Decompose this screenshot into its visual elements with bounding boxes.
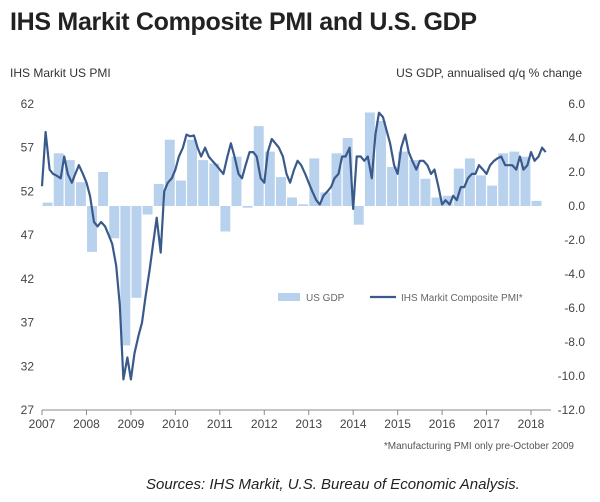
gdp-bar [109, 206, 120, 239]
gdp-bar [264, 151, 275, 206]
chart-title: IHS Markit Composite PMI and U.S. GDP [10, 8, 477, 36]
gdp-bar [209, 163, 220, 206]
gdp-bar [509, 151, 520, 206]
x-tick-label: 2008 [73, 417, 100, 431]
left-tick-label: 37 [21, 316, 35, 330]
gdp-bar [164, 139, 175, 206]
right-tick-label: 6.0 [568, 97, 585, 111]
x-tick-label: 2016 [429, 417, 456, 431]
right-tick-label: 0.0 [568, 199, 585, 213]
gdp-bar [153, 183, 164, 206]
gdp-bar [120, 206, 131, 346]
gdp-bar [342, 138, 353, 206]
gdp-bar [287, 197, 298, 206]
gdp-bar [220, 206, 231, 232]
x-tick-label: 2018 [518, 417, 545, 431]
gdp-bar [476, 175, 486, 206]
left-tick-label: 32 [21, 359, 35, 373]
gdp-bar [275, 177, 286, 206]
gdp-bar [242, 206, 253, 208]
right-tick-label: 2.0 [568, 165, 585, 179]
right-tick-label: -12.0 [558, 403, 586, 417]
x-tick-label: 2017 [473, 417, 500, 431]
gdp-bar [142, 206, 153, 215]
pmi-line [40, 111, 547, 381]
legend-label-pmi: IHS Markit Composite PMI* [401, 293, 523, 304]
gdp-bar [198, 160, 209, 206]
gdp-bar [409, 160, 420, 206]
gdp-bar [42, 202, 53, 206]
gdp-bar [353, 206, 364, 225]
left-tick-label: 52 [21, 184, 35, 198]
x-tick-label: 2012 [251, 417, 278, 431]
x-tick-label: 2015 [384, 417, 411, 431]
gdp-bar [175, 180, 186, 206]
right-tick-label: -10.0 [558, 369, 586, 383]
gdp-bar [320, 192, 331, 206]
gdp-bar [531, 200, 542, 206]
gdp-bar [98, 172, 109, 206]
footnote: *Manufacturing PMI only pre-October 2009 [383, 441, 574, 452]
left-tick-label: 62 [21, 97, 35, 111]
gdp-bar [420, 178, 431, 206]
left-tick-label: 57 [21, 141, 35, 155]
right-tick-label: -4.0 [564, 267, 585, 281]
right-tick-label: -6.0 [564, 301, 585, 315]
left-tick-label: 27 [21, 403, 35, 417]
gdp-bar [75, 182, 86, 206]
gdp-bar [398, 151, 409, 206]
gdp-bar [498, 153, 509, 206]
gdp-bar [453, 168, 464, 206]
gdp-bar [298, 204, 309, 206]
left-tick-label: 47 [21, 228, 35, 242]
gdp-bar [376, 121, 386, 206]
gdp-bar [520, 156, 531, 206]
gdp-bar [64, 160, 75, 206]
right-tick-label: 4.0 [568, 131, 585, 145]
gdp-bar [131, 206, 142, 298]
gdp-bar [331, 153, 342, 206]
gdp-bar [187, 139, 197, 206]
gdp-bar [87, 206, 97, 252]
gdp-bar [487, 185, 498, 206]
x-tick-label: 2011 [207, 417, 233, 431]
gdp-bar [231, 156, 242, 206]
x-tick-label: 2014 [340, 417, 367, 431]
gdp-bar [387, 166, 398, 206]
right-tick-label: -8.0 [564, 335, 585, 349]
legend-swatch-gdp [278, 293, 300, 301]
legend-label-gdp: US GDP [306, 293, 345, 304]
left-tick-label: 42 [21, 272, 35, 286]
gdp-bar [464, 158, 475, 206]
gdp-bar [309, 158, 320, 206]
right-axis-title: US GDP, annualised q/q % change [396, 66, 582, 80]
x-tick-label: 2013 [295, 417, 322, 431]
gdp-bar [431, 197, 442, 206]
left-axis-title: IHS Markit US PMI [10, 66, 111, 80]
gdp-bar [364, 112, 375, 206]
sources-note: Sources: IHS Markit, U.S. Bureau of Econ… [146, 476, 520, 493]
gdp-bar [53, 153, 64, 206]
right-tick-label: -2.0 [564, 233, 585, 247]
x-tick-label: 2009 [118, 417, 145, 431]
x-tick-label: 2007 [29, 417, 56, 431]
x-tick-label: 2010 [162, 417, 189, 431]
